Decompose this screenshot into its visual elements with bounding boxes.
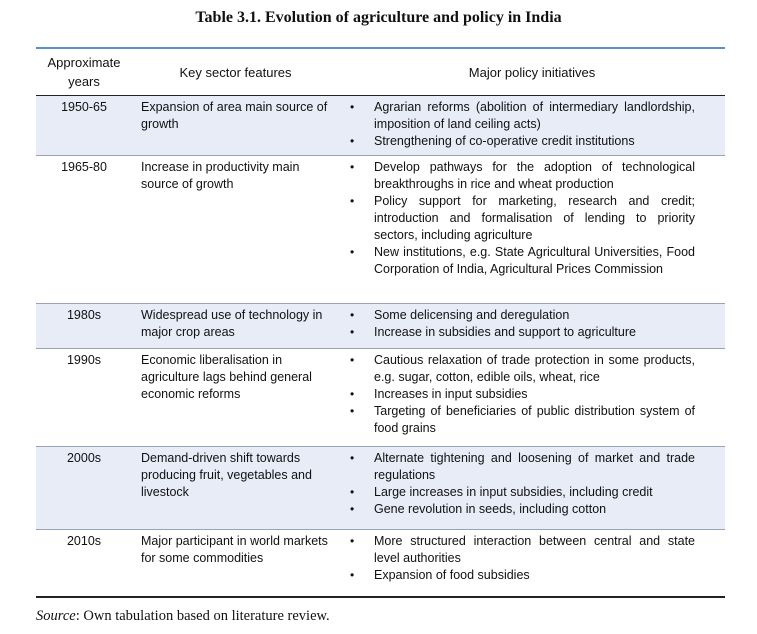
header-features: Key sector features bbox=[179, 64, 292, 80]
bullet-icon: • bbox=[350, 160, 355, 174]
source-text: : Own tabulation based on literature rev… bbox=[75, 608, 330, 624]
table-row: 2010s Major participant in world markets… bbox=[36, 530, 725, 596]
table-row: 1990s Economic liberalisation in agricul… bbox=[36, 349, 725, 447]
policy-item: • Cautious relaxation of trade protection… bbox=[350, 353, 695, 384]
years-cell: 2000s bbox=[66, 451, 102, 465]
table-row: 1980s Widespread use of technology in ma… bbox=[36, 304, 725, 349]
years-cell: 1980s bbox=[66, 308, 102, 322]
bullet-icon: • bbox=[350, 387, 355, 401]
policy-item: • Targeting of beneficiaries of public di… bbox=[350, 404, 695, 435]
policy-item: • Increases in input subsidies bbox=[350, 387, 528, 401]
features-cell: Expansion of area main source of growth bbox=[141, 100, 328, 131]
bullet-icon: • bbox=[350, 325, 355, 339]
bullet-icon: • bbox=[350, 404, 355, 418]
table-row: 1950-65 Expansion of area main source of… bbox=[36, 96, 725, 156]
features-cell: Major participant in world markets for s… bbox=[141, 534, 328, 565]
bullet-icon: • bbox=[350, 568, 355, 582]
bullet-icon: • bbox=[350, 308, 355, 322]
features-cell: Widespread use of technology in major cr… bbox=[141, 308, 323, 339]
policy-item: • New institutions, e.g. State Agricultur… bbox=[350, 245, 695, 276]
policy-item: • Policy support for marketing, research … bbox=[350, 194, 695, 242]
years-cell: 2010s bbox=[66, 534, 102, 548]
policy-item: • Some delicensing and deregulation bbox=[350, 308, 570, 322]
table-row: 1965-80 Increase in productivity main so… bbox=[36, 156, 725, 304]
bullet-icon: • bbox=[350, 534, 355, 548]
years-cell: 1950-65 bbox=[61, 100, 107, 114]
bullet-icon: • bbox=[350, 100, 355, 114]
table-header-row: Approximate years Key sector features Ma… bbox=[36, 49, 725, 96]
bullet-icon: • bbox=[350, 502, 355, 516]
bullet-icon: • bbox=[350, 194, 355, 208]
policy-table: Approximate years Key sector features Ma… bbox=[36, 47, 725, 598]
header-years: Approximate years bbox=[47, 55, 121, 89]
bullet-icon: • bbox=[350, 353, 355, 367]
policy-item: • Gene revolution in seeds, including cot… bbox=[350, 502, 607, 516]
policy-item: • Alternate tightening and loosening of m… bbox=[350, 451, 695, 482]
policy-item: • More structured interaction between cen… bbox=[350, 534, 695, 565]
policy-cell: • More structured interaction between cen… bbox=[339, 530, 725, 596]
policy-cell: • Develop pathways for the adoption of te… bbox=[339, 156, 725, 303]
header-policy: Major policy initiatives bbox=[468, 64, 596, 80]
features-cell: Increase in productivity main source of … bbox=[141, 160, 300, 191]
bullet-icon: • bbox=[350, 485, 355, 499]
policy-cell: • Alternate tightening and loosening of m… bbox=[339, 447, 725, 529]
policy-cell: • Cautious relaxation of trade protection… bbox=[339, 349, 725, 446]
policy-item: • Develop pathways for the adoption of te… bbox=[350, 160, 695, 191]
source-label: Source bbox=[36, 608, 76, 624]
policy-item: • Expansion of food subsidies bbox=[350, 568, 530, 582]
features-cell: Economic liberalisation in agriculture l… bbox=[141, 353, 312, 401]
policy-item: • Strengthening of co-operative credit in… bbox=[350, 134, 635, 148]
policy-item: • Agrarian reforms (abolition of intermed… bbox=[350, 100, 695, 131]
bullet-icon: • bbox=[350, 134, 355, 148]
table-row: 2000s Demand-driven shift towards produc… bbox=[36, 447, 725, 530]
years-cell: 1965-80 bbox=[61, 160, 107, 174]
table-title: Table 3.1. Evolution of agriculture and … bbox=[195, 9, 562, 26]
policy-cell: • Agrarian reforms (abolition of intermed… bbox=[339, 96, 725, 155]
bullet-icon: • bbox=[350, 451, 355, 465]
policy-item: • Large increases in input subsidies, inc… bbox=[350, 485, 653, 499]
policy-cell: • Some delicensing and deregulation • Incr… bbox=[339, 304, 725, 348]
bullet-icon: • bbox=[350, 245, 355, 259]
policy-item: • Increase in subsidies and support to ag… bbox=[350, 325, 636, 339]
features-cell: Demand-driven shift towards producing fr… bbox=[141, 451, 312, 499]
years-cell: 1990s bbox=[66, 353, 102, 367]
source-note: Source: Own tabulation based on literatu… bbox=[36, 608, 330, 625]
